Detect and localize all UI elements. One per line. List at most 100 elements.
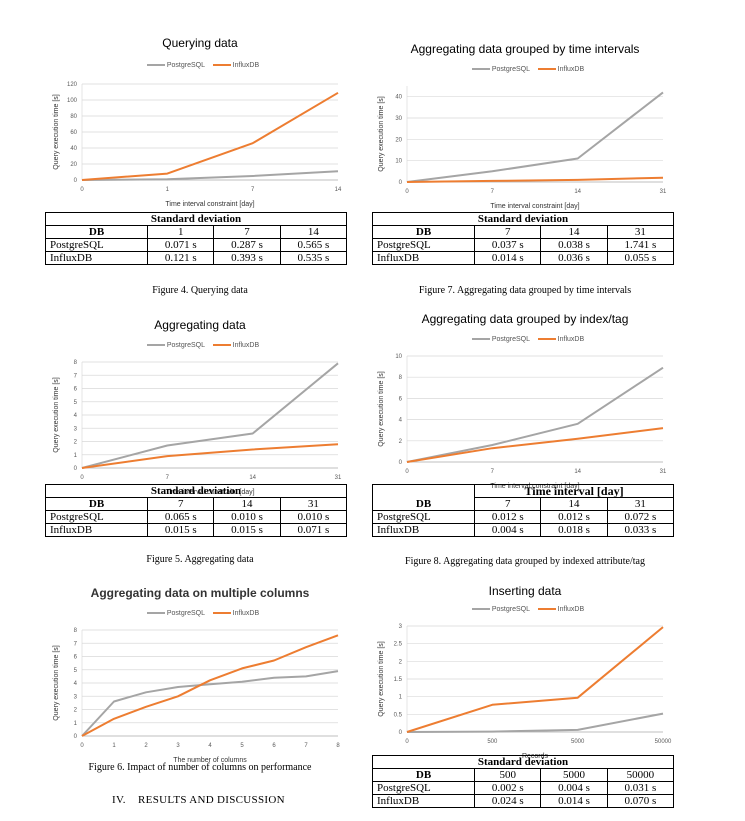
figure-caption: Figure 7. Aggregating data grouped by ti… xyxy=(418,285,632,296)
chart-legend: PostgreSQL InfluxDB xyxy=(375,606,675,613)
table-cell: 0.004 s xyxy=(474,523,542,537)
y-tick-label: 30 xyxy=(395,116,402,122)
y-tick-label: 0 xyxy=(399,460,403,466)
y-tick-label: 1 xyxy=(399,695,403,701)
legend-label-postgres: PostgreSQL xyxy=(166,62,205,69)
series-line-influx xyxy=(81,91,339,181)
chart-title: Aggregating data xyxy=(154,318,246,332)
table-cell: 0.014 s xyxy=(474,251,542,265)
stddev-table: Time interval [day] DB 7 14 31 PostgreSQ… xyxy=(371,484,675,537)
stddev-table: Standard deviation DB 500 5000 50000 Pos… xyxy=(371,755,675,808)
y-tick-label: 3 xyxy=(74,694,78,700)
x-tick-label: 14 xyxy=(249,475,256,481)
figure-caption: Figure 4. Querying data xyxy=(152,285,248,296)
chart-title: Aggregating data grouped by time interva… xyxy=(410,42,640,56)
table-title: Standard deviation xyxy=(45,484,347,498)
series-line-postgres xyxy=(81,670,339,737)
table-cell: 0.070 s xyxy=(606,794,675,808)
table-cell: 0.121 s xyxy=(147,251,215,265)
y-axis-label: Query execution time [s] xyxy=(378,96,385,172)
x-tick-label: 31 xyxy=(660,189,667,195)
legend-swatch-postgres xyxy=(471,608,490,611)
x-tick-label: 0 xyxy=(80,743,84,749)
table-title: Standard deviation xyxy=(372,755,674,769)
legend-swatch-postgres xyxy=(146,344,165,347)
table-cell: 0.037 s xyxy=(474,238,542,252)
legend-swatch-postgres xyxy=(146,64,165,67)
table-corner xyxy=(371,484,476,498)
table-cell: 0.012 s xyxy=(540,510,608,524)
panel-fig5: Aggregating data PostgreSQL InfluxDB 0 1 2… xyxy=(44,318,350,568)
chart-legend: PostgreSQL InfluxDB xyxy=(50,610,350,617)
x-tick-label: 8 xyxy=(336,743,340,749)
y-tick-label: 3 xyxy=(399,624,403,630)
table-cell: 0.031 s xyxy=(606,781,675,795)
legend-label-influx: InfluxDB xyxy=(232,62,260,69)
table-header-cell: 7 xyxy=(474,225,542,239)
x-tick-label: 0 xyxy=(80,475,84,481)
chart-legend: PostgreSQL InfluxDB xyxy=(375,336,675,343)
panel-fig6: Aggregating data on multiple columns Pos… xyxy=(50,586,350,786)
table-cell: 0.015 s xyxy=(213,523,281,537)
table-cell: PostgreSQL xyxy=(371,238,476,252)
x-tick-label: 50000 xyxy=(655,739,672,745)
table-cell: 0.072 s xyxy=(606,510,675,524)
y-tick-label: 2 xyxy=(399,659,403,665)
x-tick-label: 5 xyxy=(240,743,244,749)
x-tick-label: 7 xyxy=(304,743,308,749)
table-cell: 0.004 s xyxy=(540,781,608,795)
section-heading: IV. RESULTS AND DISCUSSION xyxy=(112,794,285,806)
legend-label-postgres: PostgreSQL xyxy=(491,66,530,73)
panel-fig4: Querying data PostgreSQL InfluxDB 0 20 40 6… xyxy=(44,36,350,296)
y-tick-label: 7 xyxy=(74,641,78,647)
y-tick-label: 0.5 xyxy=(394,712,403,718)
table-cell: 0.024 s xyxy=(474,794,542,808)
legend-label-influx: InfluxDB xyxy=(557,336,585,343)
table-header-cell: 31 xyxy=(606,225,675,239)
table-header-cell: 31 xyxy=(279,497,348,511)
figure-caption: Figure 5. Aggregating data xyxy=(146,554,254,565)
y-tick-label: 120 xyxy=(67,82,78,88)
y-tick-label: 4 xyxy=(399,418,403,424)
y-tick-label: 40 xyxy=(70,146,77,152)
table-cell: InfluxDB xyxy=(44,523,149,537)
x-tick-label: 6 xyxy=(272,743,276,749)
table-cell: 0.055 s xyxy=(606,251,675,265)
stddev-table: Standard deviation DB 7 14 31 PostgreSQL… xyxy=(44,484,348,537)
x-tick-label: 14 xyxy=(574,189,581,195)
legend-swatch-postgres xyxy=(471,338,490,341)
series-line-influx xyxy=(81,443,339,469)
y-tick-label: 5 xyxy=(74,668,78,674)
legend-label-postgres: PostgreSQL xyxy=(166,342,205,349)
y-tick-label: 8 xyxy=(74,628,78,634)
y-tick-label: 1.5 xyxy=(394,677,403,683)
y-tick-label: 2 xyxy=(74,708,78,714)
y-tick-label: 0 xyxy=(74,734,78,740)
table-header-cell: 14 xyxy=(540,225,608,239)
legend-label-influx: InfluxDB xyxy=(232,342,260,349)
table-header-cell: 5000 xyxy=(540,768,608,782)
table-row: InfluxDB 0.004 s 0.018 s 0.033 s xyxy=(371,523,675,537)
table-row: PostgreSQL 0.012 s 0.012 s 0.072 s xyxy=(371,510,675,524)
legend-swatch-influx xyxy=(537,338,556,341)
x-tick-label: 31 xyxy=(660,469,667,475)
table-header-cell: DB xyxy=(371,497,476,511)
legend-swatch-influx xyxy=(212,64,231,67)
stddev-table: Standard deviation DB 1 7 14 PostgreSQL … xyxy=(44,212,348,265)
x-tick-label: 7 xyxy=(166,475,170,481)
table-header-cell: 500 xyxy=(474,768,542,782)
table-cell: 0.010 s xyxy=(279,510,348,524)
x-tick-label: 1 xyxy=(112,743,116,749)
table-row: InfluxDB 0.014 s 0.036 s 0.055 s xyxy=(371,251,675,265)
table-cell: 0.015 s xyxy=(147,523,215,537)
table-cell: InfluxDB xyxy=(44,251,149,265)
y-tick-label: 8 xyxy=(74,360,78,366)
chart-legend: PostgreSQL InfluxDB xyxy=(50,342,350,349)
y-tick-label: 7 xyxy=(74,373,78,379)
table-cell: 0.033 s xyxy=(606,523,675,537)
table-header-cell: DB xyxy=(371,225,476,239)
series-line-postgres xyxy=(81,362,339,469)
y-tick-label: 0 xyxy=(399,730,403,736)
